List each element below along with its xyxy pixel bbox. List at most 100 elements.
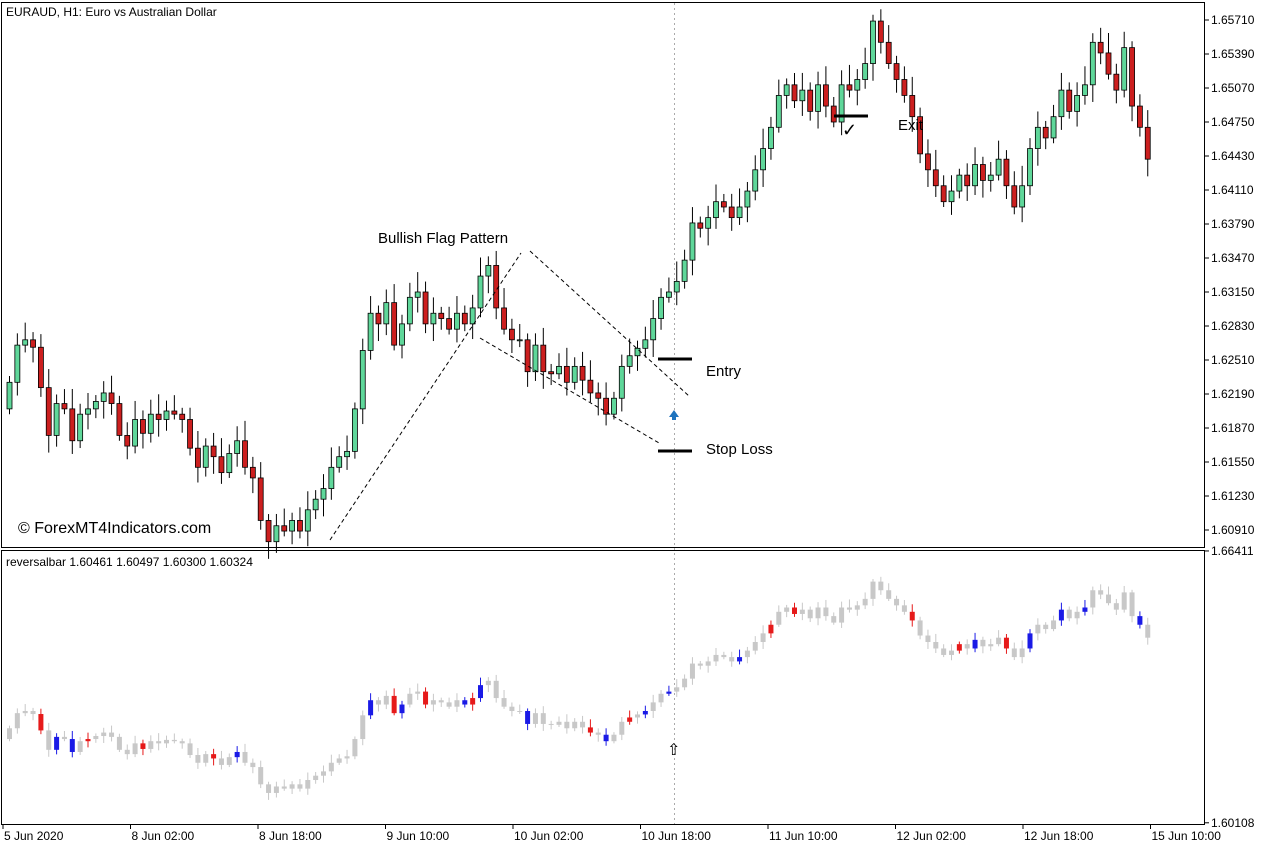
bull-candle: [956, 174, 963, 192]
bear-candle: [728, 206, 735, 219]
neutral-bar: [77, 741, 83, 752]
bull-candle: [53, 403, 60, 436]
price-tick-label: 1.62510: [1211, 353, 1255, 367]
bull-candle: [1019, 185, 1026, 208]
neutral-bar: [862, 598, 868, 606]
neutral-bar: [980, 639, 986, 647]
bullish-reversal-bar: [462, 700, 468, 705]
neutral-bar: [1106, 594, 1111, 604]
bull-candle: [1121, 47, 1128, 91]
bear-candle: [493, 265, 500, 309]
bearish-reversal-bar: [423, 691, 429, 705]
main-panel-frame: [1, 2, 1205, 548]
time-tick-label: 12 Jun 02:00: [897, 829, 967, 843]
neutral-bar: [1145, 624, 1151, 638]
bearish-reversal-bar: [768, 624, 774, 634]
neutral-bar: [1098, 590, 1104, 595]
bear-candle: [720, 201, 727, 208]
bull-candle: [532, 344, 539, 373]
price-tick-label: 1.62830: [1211, 319, 1255, 333]
neutral-bar: [949, 650, 954, 655]
bear-candle: [1042, 126, 1049, 139]
bull-candle: [469, 307, 476, 325]
neutral-bar: [281, 786, 287, 789]
bear-candle: [1129, 47, 1135, 107]
bullish-reversal-bar: [399, 704, 405, 714]
neutral-bar: [878, 581, 884, 591]
time-tick-label: 12 Jun 18:00: [1024, 829, 1094, 843]
bear-candle: [603, 397, 609, 415]
bull-candle: [760, 148, 766, 171]
bear-candle: [30, 339, 36, 348]
exit-label: Exit: [898, 117, 924, 134]
bull-candle: [571, 365, 578, 383]
neutral-bar: [1051, 620, 1057, 630]
price-tick-label: 1.64430: [1211, 149, 1255, 163]
neutral-bar: [996, 637, 1002, 645]
neutral-bar: [1066, 609, 1072, 619]
bear-candle: [925, 153, 931, 171]
neutral-bar: [352, 739, 358, 757]
bull-candle: [320, 488, 327, 500]
neutral-bar: [564, 721, 570, 729]
bull-candle: [666, 291, 672, 298]
neutral-bar: [226, 757, 232, 765]
neutral-bar: [22, 711, 28, 714]
bear-candle: [108, 392, 115, 404]
bull-candle: [556, 365, 562, 375]
neutral-bar: [93, 736, 99, 740]
neutral-bar: [941, 648, 947, 655]
neutral-bar: [313, 775, 319, 781]
bear-candle: [45, 387, 52, 436]
neutral-bar: [1129, 592, 1135, 617]
neutral-bar: [297, 784, 303, 789]
neutral-bar: [823, 607, 829, 617]
bull-candle: [673, 280, 680, 293]
bear-candle: [940, 185, 947, 203]
bear-candle: [194, 447, 201, 468]
bear-candle: [909, 95, 916, 118]
price-tick-label: 1.63150: [1211, 285, 1255, 299]
bull-candle: [768, 126, 774, 149]
neutral-bar: [375, 700, 381, 705]
time-tick-label: 9 Jun 10:00: [387, 829, 450, 843]
neutral-bar: [242, 751, 248, 763]
bull-candle: [650, 318, 657, 341]
watermark: © ForexMT4Indicators.com: [18, 520, 211, 537]
bear-candle: [932, 169, 939, 187]
neutral-bar: [729, 657, 735, 662]
bullish-reversal-bar: [642, 711, 648, 715]
bull-candle: [100, 392, 107, 402]
flag-pattern-lines: [329, 250, 690, 541]
neutral-bar: [846, 607, 852, 610]
bearish-reversal-bar: [1003, 637, 1009, 649]
neutral-bar: [7, 728, 12, 740]
neutral-bar: [266, 784, 272, 793]
indicator-tick-label: 1.60108: [1211, 816, 1255, 830]
bear-candle: [38, 346, 44, 389]
bull-candle: [611, 397, 617, 415]
neutral-bar: [187, 743, 193, 755]
bull-candle: [359, 350, 366, 410]
chart-title: EURAUD, H1: Euro vs Australian Dollar: [6, 5, 217, 19]
neutral-bar: [1113, 603, 1119, 610]
bear-candle: [501, 307, 507, 330]
neutral-bar: [258, 767, 264, 785]
stop-loss-label: Stop Loss: [706, 441, 773, 458]
neutral-bar: [894, 598, 900, 606]
neutral-bar: [273, 786, 279, 793]
bear-candle: [548, 371, 555, 375]
bear-candle: [877, 20, 884, 43]
bearish-reversal-bar: [140, 743, 146, 749]
neutral-bar: [344, 756, 350, 759]
neutral-bar: [689, 663, 695, 679]
bull-candle: [77, 413, 84, 442]
bullish-reversal-bar: [1137, 616, 1143, 625]
bearish-reversal-bar: [956, 644, 962, 651]
bear-candle: [391, 302, 398, 346]
bear-candle: [587, 379, 594, 394]
bull-candle: [642, 339, 649, 349]
bull-candle: [383, 302, 390, 325]
bearish-reversal-bar: [627, 717, 633, 722]
